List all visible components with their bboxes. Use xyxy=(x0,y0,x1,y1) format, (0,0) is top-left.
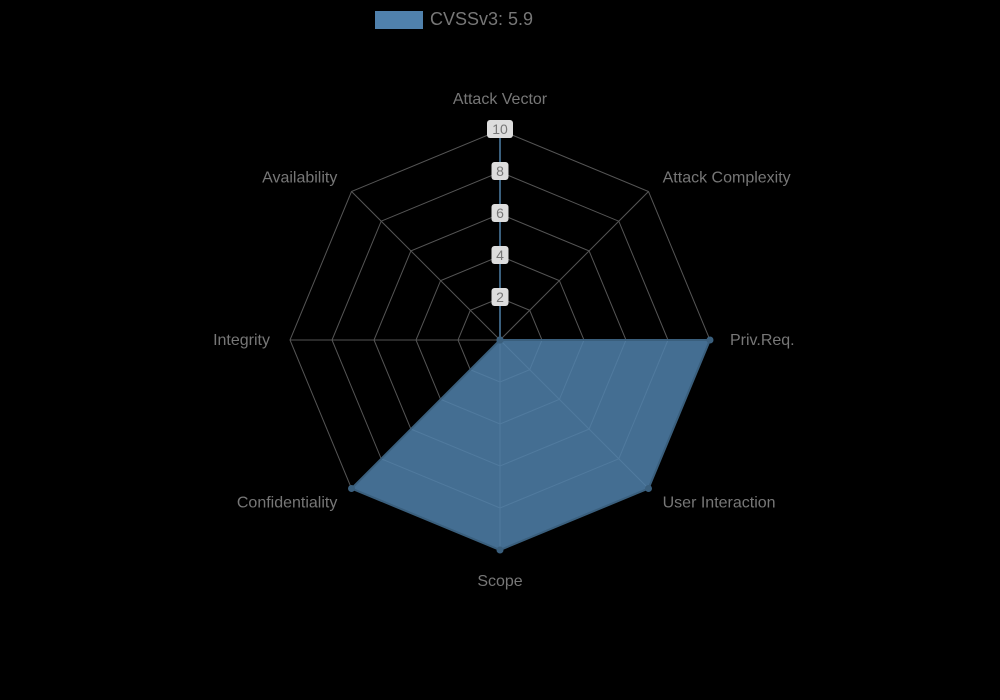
axis-label: Integrity xyxy=(213,332,270,349)
cvss-radar-chart: 2 4 6 8 10 Attack Vector Attack Complexity Priv… xyxy=(0,0,1000,700)
tick-label: 10 xyxy=(492,121,508,137)
legend-label: CVSSv3: 5.9 xyxy=(430,9,533,29)
axis-label: Attack Vector xyxy=(453,91,548,108)
axis-label: Attack Complexity xyxy=(663,169,791,186)
axis-label: User Interaction xyxy=(663,495,776,512)
tick-label: 2 xyxy=(496,289,504,305)
legend: CVSSv3: 5.9 xyxy=(375,9,533,29)
tick-label: 4 xyxy=(496,247,504,263)
axis-label: Availability xyxy=(262,169,337,186)
tick-label: 6 xyxy=(496,205,504,221)
tick-label: 8 xyxy=(496,163,504,179)
axis-label: Scope xyxy=(477,573,522,590)
axis-label: Priv.Req. xyxy=(730,332,795,349)
axis-label: Confidentiality xyxy=(237,495,338,512)
